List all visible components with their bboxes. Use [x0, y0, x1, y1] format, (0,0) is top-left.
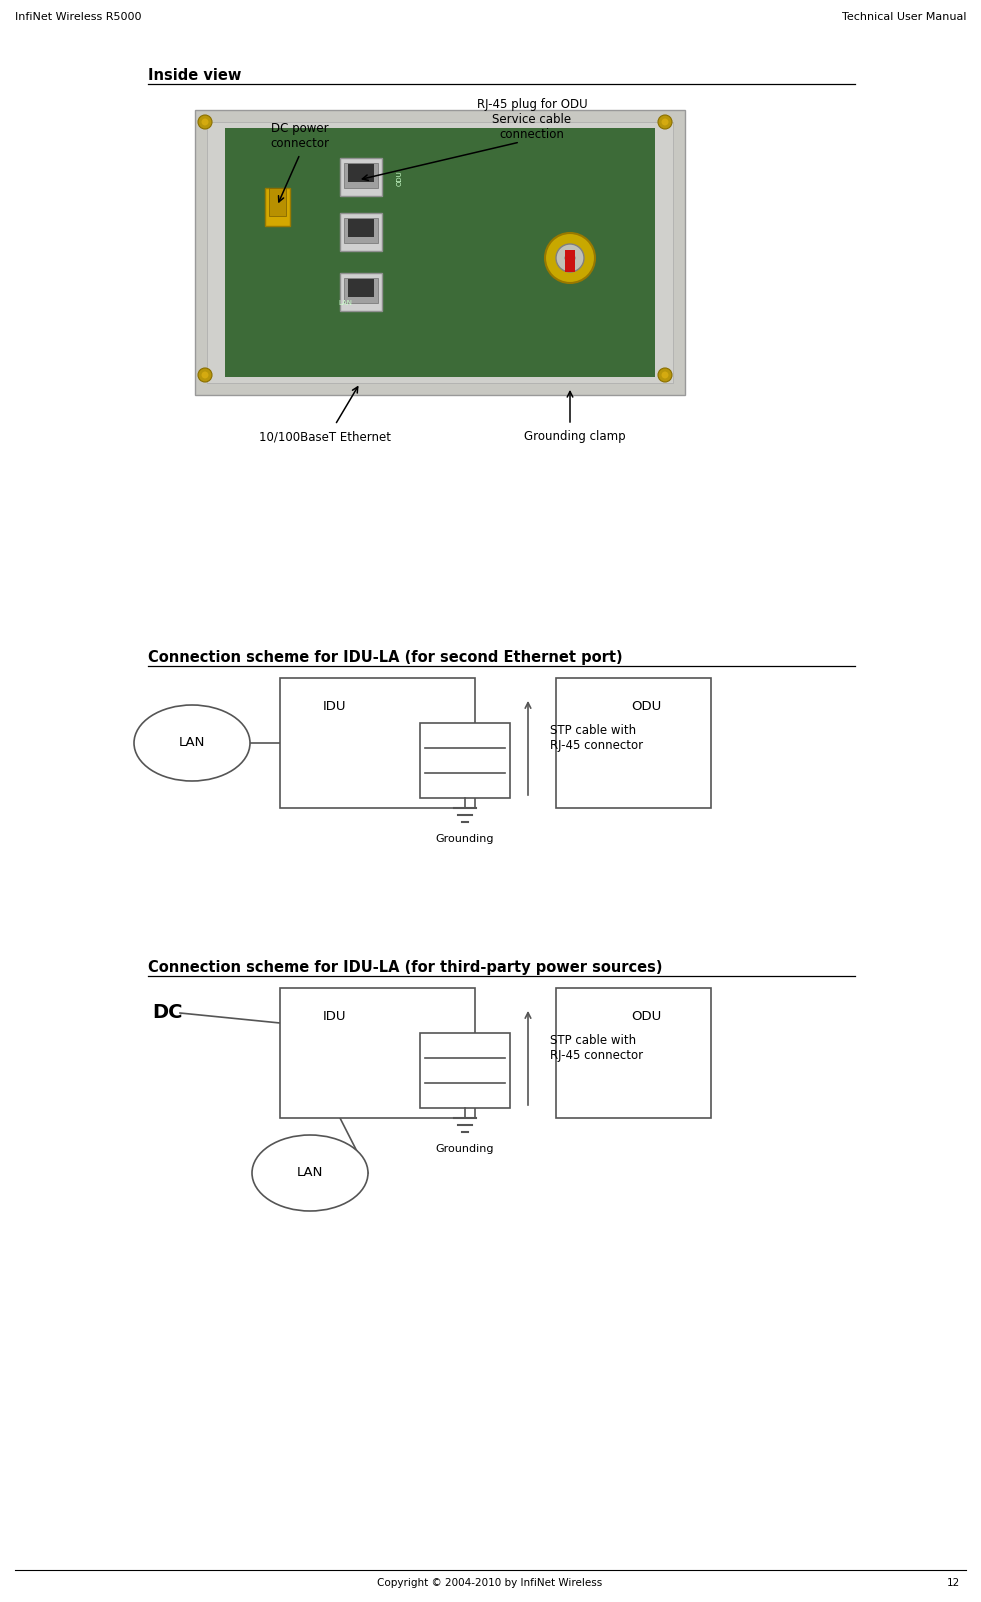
- Text: STP cable with
RJ-45 connector: STP cable with RJ-45 connector: [550, 1033, 644, 1062]
- Text: ODU: ODU: [397, 170, 403, 186]
- Text: ODU: ODU: [631, 700, 661, 713]
- Bar: [556, 678, 711, 807]
- Circle shape: [661, 372, 668, 378]
- Bar: [344, 163, 378, 187]
- Bar: [280, 678, 475, 807]
- Text: STP cable with
RJ-45 connector: STP cable with RJ-45 connector: [550, 724, 644, 751]
- Bar: [340, 159, 382, 195]
- Bar: [344, 218, 378, 244]
- Text: Inside view: Inside view: [148, 67, 241, 83]
- Circle shape: [545, 232, 595, 284]
- Bar: [265, 187, 290, 226]
- Text: Connection scheme for IDU-LA (for second Ethernet port): Connection scheme for IDU-LA (for second…: [148, 650, 623, 665]
- Circle shape: [201, 119, 209, 125]
- Text: ODU: ODU: [631, 1009, 661, 1024]
- Circle shape: [198, 115, 212, 130]
- Text: Technical User Manual: Technical User Manual: [842, 11, 966, 22]
- Text: LAN: LAN: [338, 300, 352, 306]
- Ellipse shape: [134, 705, 250, 782]
- Circle shape: [661, 119, 668, 125]
- Text: InfiNet Wireless R5000: InfiNet Wireless R5000: [15, 11, 141, 22]
- Ellipse shape: [252, 1134, 368, 1211]
- Bar: [340, 213, 382, 252]
- Text: LAN: LAN: [179, 737, 205, 750]
- Bar: [556, 988, 711, 1118]
- Circle shape: [658, 115, 672, 130]
- Circle shape: [201, 372, 209, 378]
- Bar: [420, 723, 510, 798]
- Text: 10/100BaseT Ethernet: 10/100BaseT Ethernet: [259, 429, 391, 444]
- Bar: [348, 163, 374, 183]
- Text: DC: DC: [152, 1003, 182, 1022]
- Bar: [269, 187, 286, 216]
- Circle shape: [565, 253, 575, 263]
- Bar: [225, 128, 655, 376]
- Circle shape: [658, 368, 672, 381]
- Text: RJ-45 plug for ODU
Service cable
connection: RJ-45 plug for ODU Service cable connect…: [477, 98, 588, 141]
- Text: DC power
connector: DC power connector: [271, 122, 330, 151]
- Bar: [280, 988, 475, 1118]
- Bar: [420, 1033, 510, 1109]
- Bar: [348, 279, 374, 296]
- Bar: [195, 111, 685, 396]
- Text: IDU: IDU: [324, 1009, 346, 1024]
- Bar: [340, 272, 382, 311]
- Bar: [565, 250, 575, 272]
- Text: Grounding: Grounding: [436, 835, 494, 844]
- Text: Grounding clamp: Grounding clamp: [524, 429, 626, 444]
- Bar: [344, 279, 378, 303]
- Bar: [207, 122, 673, 383]
- Bar: [348, 219, 374, 237]
- Circle shape: [556, 244, 584, 272]
- Text: Grounding: Grounding: [436, 1144, 494, 1153]
- Text: LAN: LAN: [297, 1166, 323, 1179]
- Text: Copyright © 2004-2010 by InfiNet Wireless: Copyright © 2004-2010 by InfiNet Wireles…: [378, 1578, 602, 1588]
- Circle shape: [198, 368, 212, 381]
- Text: IDU: IDU: [324, 700, 346, 713]
- Text: 12: 12: [947, 1578, 960, 1588]
- Text: Connection scheme for IDU-LA (for third-party power sources): Connection scheme for IDU-LA (for third-…: [148, 960, 662, 976]
